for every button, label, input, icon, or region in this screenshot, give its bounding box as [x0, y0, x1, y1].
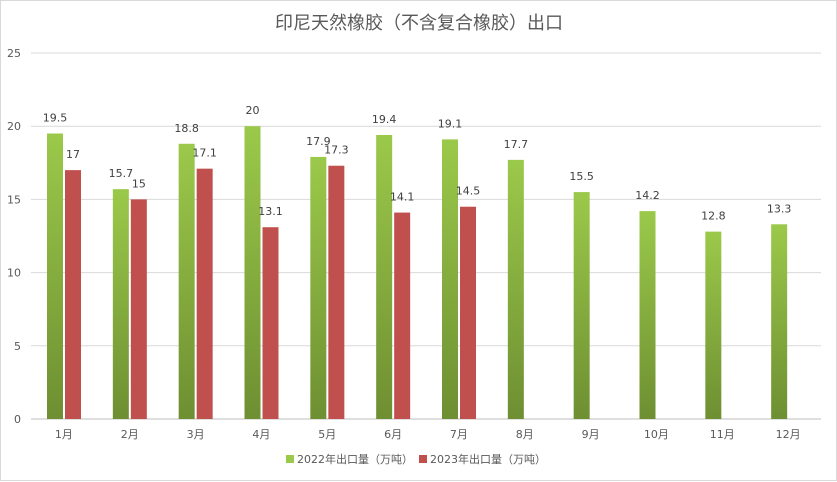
data-label: 14.2	[635, 189, 660, 202]
data-label: 14.1	[390, 191, 415, 204]
y-tick-label: 10	[7, 267, 21, 280]
y-tick-label: 25	[7, 47, 21, 60]
y-tick-label: 15	[7, 193, 21, 206]
bar-1-8	[507, 159, 524, 419]
legend: 2022年出口量（万吨） 2023年出口量（万吨）	[286, 452, 546, 466]
legend-swatch	[419, 455, 427, 463]
chart-title: 印尼天然橡胶（不含复合橡胶）出口	[275, 13, 563, 34]
x-tick-label: 9月	[582, 428, 600, 441]
bar-1-9	[573, 192, 590, 419]
x-tick-label: 6月	[384, 428, 402, 441]
data-label: 17.1	[192, 147, 217, 160]
data-label: 17.7	[504, 138, 529, 151]
data-label: 20	[246, 104, 260, 117]
bar-2-1	[65, 170, 81, 419]
bar-1-1	[47, 133, 63, 419]
x-axis-ticks: 1月 2月 3月 4月 5月 6月 7月 8月 9月 10月 11月 12月	[55, 428, 801, 441]
x-tick-label: 8月	[516, 428, 534, 441]
legend-label: 2022年出口量（万吨）	[297, 452, 413, 466]
data-label: 19.5	[43, 112, 68, 125]
bar-2-2	[130, 199, 147, 419]
bar-1-2	[112, 189, 129, 419]
bar-1-11	[705, 231, 722, 419]
x-tick-label: 12月	[776, 428, 801, 441]
data-label: 15.7	[109, 167, 134, 180]
data-label: 17.9	[306, 135, 331, 148]
bar-1-7	[442, 139, 458, 419]
data-label: 14.5	[456, 185, 481, 198]
bar-2-7	[460, 206, 476, 419]
data-label: 12.8	[701, 210, 726, 223]
bar-2-5	[328, 165, 345, 419]
gridlines	[31, 52, 821, 420]
data-label: 17.3	[324, 144, 349, 157]
x-tick-label: 5月	[318, 428, 336, 441]
x-tick-label: 2月	[121, 428, 139, 441]
data-label: 13.1	[258, 205, 283, 218]
x-tick-label: 1月	[55, 428, 73, 441]
bar-1-5	[310, 156, 327, 419]
bar-1-4	[244, 126, 261, 419]
y-tick-label: 0	[14, 413, 21, 426]
data-label: 15	[132, 177, 146, 190]
y-tick-label: 5	[14, 340, 21, 353]
legend-swatch	[286, 455, 294, 463]
data-label: 15.5	[569, 170, 594, 183]
bar-2-3	[196, 168, 213, 419]
x-tick-label: 10月	[644, 428, 669, 441]
bar-2-4	[262, 227, 279, 419]
bar-1-12	[771, 224, 788, 419]
data-label: 18.8	[174, 122, 199, 135]
data-label: 19.1	[438, 117, 463, 130]
data-label: 19.4	[372, 113, 397, 126]
bar-1-10	[639, 211, 656, 419]
data-label: 13.3	[767, 202, 792, 215]
x-tick-label: 4月	[252, 428, 270, 441]
x-tick-label: 3月	[187, 428, 205, 441]
bars	[47, 126, 788, 419]
bar-1-6	[376, 134, 393, 419]
y-tick-label: 20	[7, 120, 21, 133]
x-tick-label: 7月	[450, 428, 468, 441]
legend-label: 2023年出口量（万吨）	[430, 452, 546, 466]
x-tick-label: 11月	[710, 428, 735, 441]
y-axis-ticks: 0 5 10 15 20 25	[7, 47, 21, 426]
bar-2-6	[394, 212, 411, 419]
data-label: 17	[66, 148, 80, 161]
bar-1-3	[178, 143, 195, 419]
data-labels: 19.5 17 15.715 18.8 17.1 20 13.1 17.917.3 19.4 14…	[43, 104, 792, 222]
